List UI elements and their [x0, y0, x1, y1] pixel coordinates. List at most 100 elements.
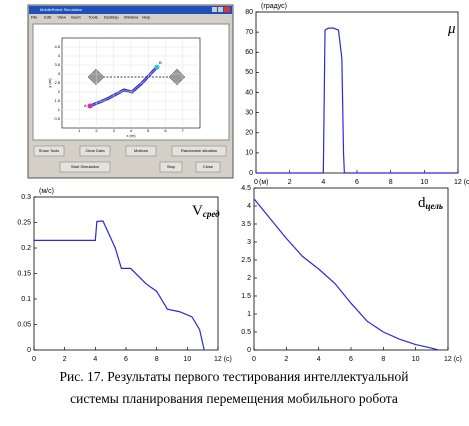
- x-tick-label: 10: [412, 356, 420, 363]
- y-tick-label: 0.15: [17, 270, 31, 277]
- y-tick-label: 20: [245, 130, 253, 137]
- button[interactable]: [59, 161, 111, 173]
- y-tick-label: 60: [245, 49, 253, 56]
- close-button[interactable]: [224, 7, 230, 12]
- annotation-symbol: μ: [447, 21, 456, 37]
- button-label[interactable]: Randomize situation: [181, 148, 217, 153]
- y-tick-label: 40: [245, 89, 253, 96]
- simulator-window: MobileRobot Simulation File Edit View Inser…: [27, 4, 234, 179]
- sim-y-tick: 4.5: [54, 44, 60, 49]
- y-tick-label: 0: [249, 170, 253, 177]
- sim-x-tick: 1: [78, 128, 81, 133]
- y-tick-label: 0.5: [241, 329, 251, 336]
- x-tick-label: 8: [381, 356, 385, 363]
- button[interactable]: [79, 145, 111, 157]
- sim-y-tick: 1: [58, 107, 61, 112]
- y-axis-unit: (м/с): [39, 188, 54, 195]
- x-tick-label: 2: [284, 356, 288, 363]
- sim-x-tick: 3: [113, 128, 116, 133]
- y-tick-label: 2: [247, 275, 251, 282]
- annotation: dцель: [418, 195, 443, 211]
- y-tick-label: 0.1: [21, 296, 31, 303]
- plot-area: [33, 196, 219, 351]
- data-line: [34, 220, 205, 351]
- x-tick-label: 2: [63, 356, 67, 363]
- x-tick-label: 4: [321, 179, 325, 186]
- x-tick-label: 4: [93, 356, 97, 363]
- robot-path-highlight: [89, 66, 158, 107]
- plot-area: [253, 187, 449, 351]
- sim-x-label: x (m): [126, 133, 136, 138]
- x-tick-label: 12 (с): [444, 356, 462, 363]
- x-tick-label: 10: [183, 356, 191, 363]
- start-label: A: [84, 103, 87, 108]
- annotation-symbol: V: [192, 203, 203, 219]
- button[interactable]: [159, 161, 183, 173]
- obstacle: [87, 68, 105, 86]
- button-label[interactable]: Stop: [167, 164, 176, 169]
- y-tick-label: 0.3: [21, 194, 31, 201]
- max-button[interactable]: [218, 7, 223, 12]
- menu-item[interactable]: Edit: [44, 15, 52, 20]
- y-tick-label: 3: [247, 239, 251, 246]
- y-tick-label: 2.5: [241, 257, 251, 264]
- sim-y-label: y (m): [47, 78, 52, 88]
- sim-y-tick: 1.5: [54, 98, 60, 103]
- title-bar: [29, 6, 232, 14]
- y-tick-label: 0: [247, 347, 251, 354]
- menu-item[interactable]: Help: [142, 15, 151, 20]
- x-tick-label: 8: [389, 179, 393, 186]
- x-tick-label: 4: [317, 356, 321, 363]
- sim-y-tick: 3.5: [54, 62, 60, 67]
- plot-area: [255, 11, 459, 174]
- x-tick-label: 10: [420, 179, 428, 186]
- y-tick-label: 10: [245, 150, 253, 157]
- min-button[interactable]: [212, 7, 217, 12]
- annotation-symbol: d: [418, 195, 426, 211]
- data-line: [256, 27, 458, 174]
- menu-item[interactable]: File: [31, 15, 38, 20]
- x-tick-label: 12 (с): [214, 356, 232, 363]
- menu-item[interactable]: Desktop: [104, 15, 119, 20]
- button[interactable]: [33, 145, 65, 157]
- y-tick-label: 80: [245, 9, 253, 16]
- menu-item[interactable]: View: [57, 15, 66, 20]
- menu-item[interactable]: Window: [124, 15, 138, 20]
- menu-item[interactable]: Insert: [71, 15, 82, 20]
- menu-item[interactable]: Tools: [88, 15, 97, 20]
- caption-line: Рис. 17. Результаты первого тестирования…: [60, 369, 409, 384]
- x-tick-label: 6: [349, 356, 353, 363]
- button-label[interactable]: Start Simulation: [71, 164, 99, 169]
- y-tick-label: 30: [245, 109, 253, 116]
- annotation: Vсред: [192, 203, 220, 219]
- button-panel: Show Tools Clear Data Motions Randomize sit…: [33, 145, 227, 173]
- button-label[interactable]: Show Tools: [39, 148, 59, 153]
- button[interactable]: [195, 161, 221, 173]
- sim-plot: A B x (m) y (m) 1 2 3 4 5 6 7 0.5 1 1.5 2 2.5 3 3.5 4 4…: [47, 37, 201, 138]
- line-chart: 0 10 20 30 40 50 60 70 80 0 2 4 6 8 10 12 (с) (градус) μ: [245, 3, 469, 186]
- button[interactable]: [125, 145, 157, 157]
- menu-bar: File Edit View Insert Tools Desktop Window Help: [31, 15, 151, 20]
- x-tick-label: 2: [288, 179, 292, 186]
- y-tick-label: 0: [27, 347, 31, 354]
- x-tick-label: 12 (с): [454, 179, 469, 186]
- caption-line: системы планирования перемещения мобильн…: [70, 391, 398, 406]
- button-label[interactable]: Clear Data: [85, 148, 105, 153]
- sim-x-tick: 6: [164, 128, 167, 133]
- y-tick-label: 3.5: [241, 221, 251, 228]
- x-tick-label: 6: [124, 356, 128, 363]
- goal-point: [154, 64, 160, 70]
- y-tick-label: 1: [247, 311, 251, 318]
- sim-x-tick: 7: [182, 128, 185, 133]
- y-tick-label: 50: [245, 69, 253, 76]
- goal-label: B: [159, 60, 162, 65]
- sim-y-tick: 0.5: [54, 116, 60, 121]
- y-tick-label: 0.05: [17, 321, 31, 328]
- button[interactable]: [171, 145, 227, 157]
- x-tick-label: 0: [254, 179, 258, 186]
- button-label[interactable]: Motions: [134, 148, 148, 153]
- button-label[interactable]: Close: [203, 164, 214, 169]
